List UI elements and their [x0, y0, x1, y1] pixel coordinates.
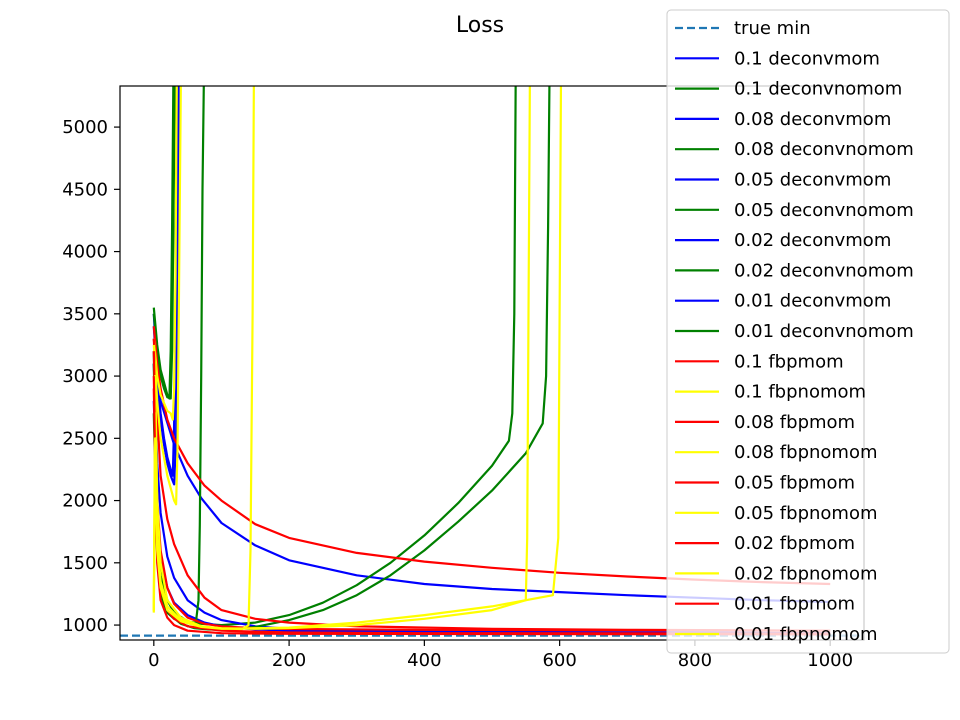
legend-label-10: 0.01 deconvnomom [734, 321, 914, 342]
legend-label-19: 0.01 fbpmom [734, 594, 855, 615]
chart-title: Loss [456, 13, 504, 38]
series-line-11 [152, 326, 831, 586]
series-line-12 [152, 86, 178, 421]
series-line-13 [152, 338, 831, 632]
legend-label-15: 0.05 fbpmom [734, 473, 855, 494]
x-tick-label: 200 [272, 650, 306, 671]
x-tick-label: 600 [542, 650, 576, 671]
legend-label-2: 0.1 deconvnomom [734, 79, 902, 100]
x-tick-label: 800 [678, 650, 712, 671]
legend-label-8: 0.02 deconvnomom [734, 260, 914, 281]
series-layer [120, 86, 864, 637]
legend-label-12: 0.1 fbpnomom [734, 382, 866, 403]
x-axis: 0 200 400 600 800 1000 [148, 640, 853, 671]
legend-label-20: 0.01 fbpnomom [734, 624, 878, 645]
y-tick-label: 4500 [62, 179, 108, 200]
series-line-8 [152, 86, 551, 631]
y-tick-label: 5000 [62, 117, 108, 138]
series-line-20 [152, 86, 563, 630]
x-tick-label: 1000 [807, 650, 853, 671]
y-tick-label: 1000 [62, 615, 108, 636]
legend: true min 0.1 deconvmom 0.1 deconvnomom 0.08… [666, 9, 950, 654]
legend-label-3: 0.08 deconvmom [734, 109, 891, 130]
legend-label-9: 0.01 deconvmom [734, 291, 891, 312]
y-tick-label: 1500 [62, 553, 108, 574]
legend-label-7: 0.02 deconvmom [734, 230, 891, 251]
x-tick-label: 400 [407, 650, 441, 671]
y-axis: 1000 1500 2000 2500 3000 3500 4000 4500 5000 [62, 117, 120, 636]
series-line-3 [152, 86, 180, 486]
series-line-4 [152, 86, 176, 400]
y-tick-label: 2000 [62, 491, 108, 512]
series-line-6 [152, 86, 517, 627]
y-tick-label: 3000 [62, 366, 108, 387]
legend-box [666, 9, 950, 654]
legend-label-17: 0.02 fbpmom [734, 533, 855, 554]
legend-label-18: 0.02 fbpnomom [734, 563, 878, 584]
legend-label-6: 0.05 deconvnomom [734, 200, 914, 221]
y-tick-label: 3500 [62, 304, 108, 325]
legend-label-14: 0.08 fbpnomom [734, 442, 878, 463]
x-tick-label: 0 [148, 650, 159, 671]
legend-label-16: 0.05 fbpnomom [734, 503, 878, 524]
series-line-5 [152, 338, 831, 604]
series-line-14 [152, 86, 182, 506]
y-tick-label: 2500 [62, 428, 108, 449]
legend-label-1: 0.1 deconvmom [734, 48, 880, 69]
legend-label-13: 0.08 fbpmom [734, 412, 855, 433]
series-line-18 [152, 86, 531, 630]
y-tick-label: 4000 [62, 242, 108, 263]
legend-label-0: true min [734, 18, 811, 39]
legend-label-11: 0.1 fbpmom [734, 351, 844, 372]
legend-label-4: 0.08 deconvnomom [734, 139, 914, 160]
legend-label-5: 0.05 deconvmom [734, 170, 891, 191]
series-line-19 [152, 388, 831, 636]
